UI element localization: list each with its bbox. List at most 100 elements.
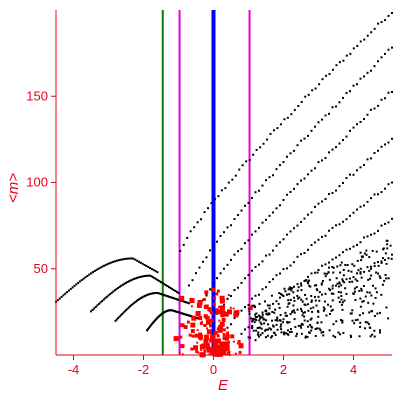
data-point [344, 287, 347, 290]
data-point [226, 351, 230, 355]
data-point [377, 261, 379, 264]
data-point [377, 22, 380, 25]
data-point [371, 333, 374, 336]
data-point [279, 313, 282, 316]
data-point [321, 200, 323, 203]
data-point [314, 334, 317, 337]
data-point [300, 289, 303, 292]
data-point [275, 323, 278, 326]
data-point [306, 320, 309, 323]
data-point [332, 292, 335, 295]
data-point [384, 252, 387, 255]
data-point [237, 214, 239, 217]
data-point [331, 148, 334, 151]
data-point [258, 335, 260, 338]
data-point [155, 291, 158, 294]
data-point [287, 299, 290, 302]
data-point [190, 329, 195, 334]
data-point [131, 302, 134, 305]
data-point [93, 307, 96, 310]
data-point [330, 292, 333, 295]
data-point [329, 305, 332, 308]
data-point [364, 295, 367, 298]
data-point [335, 189, 337, 192]
data-point [216, 240, 218, 243]
data-point [247, 336, 250, 339]
data-point [331, 284, 334, 287]
data-point [154, 270, 157, 273]
data-point [286, 267, 288, 270]
data-point [186, 320, 190, 324]
data-point [260, 323, 263, 326]
data-point [335, 256, 337, 259]
data-point [359, 166, 362, 169]
data-point [379, 276, 382, 279]
data-point [296, 289, 299, 292]
data-point [353, 264, 356, 267]
data-point [335, 277, 338, 280]
data-point [367, 323, 370, 326]
data-point [200, 320, 203, 323]
data-point [196, 341, 199, 344]
data-point [363, 163, 365, 166]
data-point [342, 280, 344, 283]
data-point [265, 286, 267, 289]
data-point [279, 325, 282, 328]
data-point [140, 275, 143, 278]
data-point [158, 280, 161, 283]
data-point [284, 290, 287, 293]
data-point [332, 334, 335, 337]
data-point [342, 251, 344, 254]
data-point [182, 300, 185, 303]
data-point [341, 308, 344, 311]
data-point [142, 295, 145, 298]
data-point [204, 343, 210, 349]
data-point [307, 282, 310, 285]
data-point [167, 286, 170, 289]
data-point [270, 336, 273, 339]
data-point [181, 300, 184, 303]
data-point [151, 292, 154, 295]
data-point [325, 314, 328, 317]
data-point [279, 296, 281, 299]
data-point [297, 286, 300, 289]
data-point [261, 313, 264, 316]
data-point [336, 265, 339, 268]
data-point [191, 279, 194, 282]
data-point [367, 278, 370, 281]
data-point [123, 258, 126, 261]
data-point [208, 350, 211, 353]
data-point [391, 137, 393, 140]
data-point [123, 282, 126, 285]
data-point [352, 292, 355, 295]
data-point [328, 73, 331, 76]
data-point [286, 305, 289, 308]
data-point [141, 262, 144, 265]
data-point [171, 287, 174, 290]
data-point [370, 267, 373, 270]
data-point [286, 333, 289, 336]
data-point [240, 247, 243, 250]
data-point [180, 323, 185, 328]
data-point [362, 300, 365, 303]
data-point [244, 204, 246, 207]
data-point [368, 291, 371, 294]
data-point [366, 291, 369, 294]
data-point [263, 300, 266, 303]
data-point [258, 226, 260, 229]
data-point [341, 278, 344, 281]
data-point [247, 274, 250, 277]
data-point [289, 298, 292, 301]
data-point [391, 46, 393, 49]
data-point [253, 304, 256, 307]
data-point [296, 308, 299, 311]
data-point [262, 142, 265, 145]
data-point [320, 321, 323, 324]
data-point [226, 326, 229, 329]
data-point [165, 294, 168, 297]
data-point [258, 293, 260, 296]
data-point [272, 325, 275, 328]
data-point [234, 352, 237, 355]
data-point [209, 319, 212, 322]
data-point [213, 343, 219, 349]
